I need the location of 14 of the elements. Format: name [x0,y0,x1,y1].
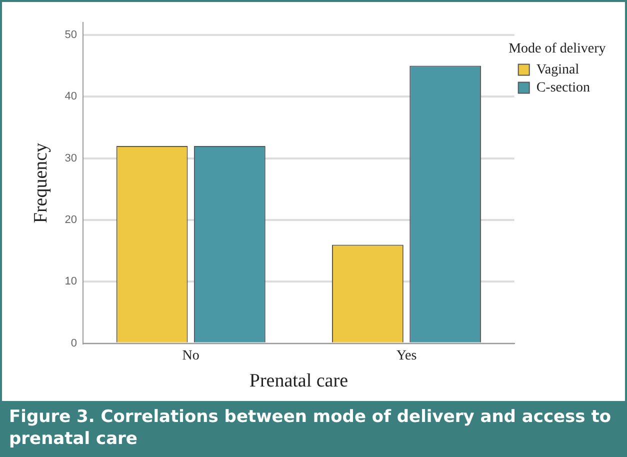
y-tick-label: 50 [64,28,78,41]
legend-title: Mode of delivery [508,42,606,57]
legend-label: Vaginal [536,62,580,78]
y-tick-label: 20 [64,214,78,226]
y-tick-label: 40 [64,90,78,103]
y-axis-title: Frequency [30,142,52,224]
caption: Figure 3. Correlations between mode of delivery and access to prenatal care [2,401,625,455]
legend-label: C-section [536,80,590,96]
y-tick-label: 10 [64,276,78,288]
x-axis-title: Prenatal care [249,370,348,392]
y-tick-label: 30 [64,152,78,164]
y-tick-label: 0 [70,337,78,350]
x-tick-label: No [182,348,200,364]
x-tick-label: Yes [396,348,417,364]
